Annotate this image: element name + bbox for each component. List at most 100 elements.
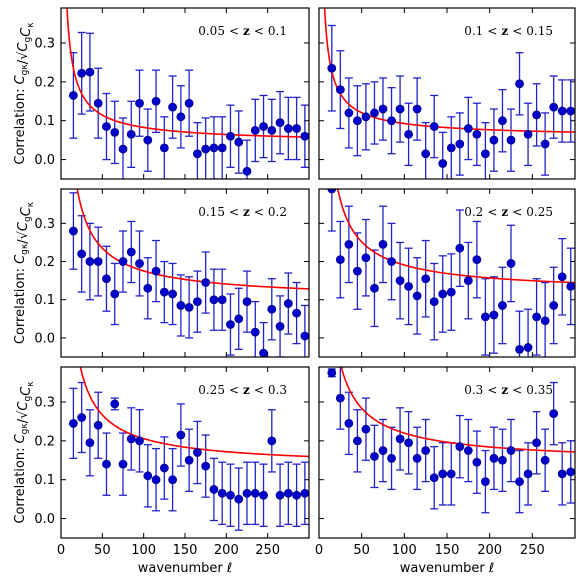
data-point <box>226 320 235 329</box>
data-point <box>126 434 136 444</box>
data-point <box>143 471 153 481</box>
data-point <box>300 131 309 141</box>
panel-label-part: 0.15 <box>526 24 553 38</box>
data-point <box>540 316 550 326</box>
data-point <box>69 91 78 100</box>
data-point <box>267 304 277 314</box>
y-tick-label: 0.0 <box>34 153 55 168</box>
panel-frame <box>318 7 576 180</box>
panel-frame <box>318 366 576 539</box>
panel-label-part: < <box>229 383 239 397</box>
panel-frame <box>60 366 310 539</box>
panel-6: 0 50 100 150 200 250 0.3 < z <0.35 wavenumber ℓ <box>315 366 576 576</box>
data-point <box>300 488 309 498</box>
y-axis-label-part: √ <box>16 410 31 419</box>
y-axis-label-part: √ <box>16 230 31 239</box>
plot-area <box>69 367 309 531</box>
data-point <box>69 418 78 428</box>
data-point <box>85 67 95 77</box>
y-tick-label: 0.2 <box>34 255 55 270</box>
y-tick-label: 0.3 <box>34 36 55 51</box>
data-point <box>110 289 120 299</box>
data-point <box>361 424 371 434</box>
data-point <box>192 297 202 307</box>
data-point <box>267 126 277 135</box>
data-point <box>327 368 337 378</box>
data-point <box>135 436 144 446</box>
data-point <box>387 257 396 266</box>
data-point <box>234 314 244 324</box>
data-point <box>404 129 414 139</box>
data-point <box>506 135 516 145</box>
data-point <box>259 490 268 500</box>
panel-label-part: z <box>243 24 250 38</box>
panel-label-part: 0.1 <box>464 24 483 38</box>
data-point <box>429 473 439 483</box>
data-point <box>506 259 516 268</box>
panel-label-part: < <box>512 205 522 219</box>
data-point <box>480 312 490 322</box>
y-tick-label: 0.2 <box>34 434 55 449</box>
data-point <box>370 108 379 118</box>
y-axis-label-part: C <box>19 386 34 396</box>
data-point <box>226 490 235 500</box>
panel-label-part: < <box>512 24 522 38</box>
data-point <box>283 488 293 498</box>
y-axis-label-part: g <box>23 37 33 43</box>
data-point <box>404 281 414 291</box>
data-point <box>395 434 405 444</box>
y-tick-label: 0.1 <box>34 293 55 308</box>
y-axis-label: Correlation: Cgκ/√CgCκ <box>13 22 36 165</box>
data-point <box>463 124 473 133</box>
data-point <box>102 122 111 131</box>
model-curve <box>323 8 575 133</box>
panel-5: 0.0 0.1 0.2 0.3 0 50 100 150 200 250 0.25 < z <0.3 Cor… <box>13 366 310 576</box>
data-point <box>395 104 405 114</box>
y-axis-label-part: C <box>16 401 31 411</box>
data-point <box>455 243 465 253</box>
data-point <box>102 459 111 469</box>
plot-area <box>327 367 575 514</box>
data-point <box>283 124 293 133</box>
y-tick-label: 0.2 <box>34 75 55 90</box>
x-tick-label: 50 <box>94 543 111 558</box>
data-point <box>361 112 371 122</box>
panel-label-part: z <box>243 383 250 397</box>
data-point <box>77 68 87 78</box>
data-point <box>352 116 362 126</box>
data-point <box>168 289 178 299</box>
y-tick-label: 0.3 <box>34 217 55 232</box>
x-tick-label: 100 <box>392 543 417 558</box>
data-point <box>275 490 285 500</box>
y-axis-label: Correlation: Cgκ/√CgCκ <box>13 201 36 344</box>
data-point <box>184 455 194 465</box>
x-tick-label: 0 <box>57 543 65 558</box>
panel-label-part: < <box>487 383 497 397</box>
data-point <box>438 469 448 479</box>
data-point <box>209 485 219 494</box>
data-point <box>292 490 302 500</box>
x-tick-label: 0 <box>315 543 323 558</box>
data-point <box>498 116 507 126</box>
data-point <box>192 149 202 159</box>
data-point <box>480 149 490 159</box>
data-point <box>69 226 78 236</box>
data-point <box>267 436 277 446</box>
panel-label-part: z <box>243 205 250 219</box>
data-point <box>387 116 396 126</box>
model-curve <box>336 189 575 284</box>
panel-label-part: 0.3 <box>464 383 483 397</box>
data-point <box>151 475 161 485</box>
data-point <box>421 446 431 455</box>
x-tick-label: 100 <box>131 543 156 558</box>
data-point <box>335 85 345 95</box>
data-point <box>549 409 559 419</box>
data-point <box>250 327 260 337</box>
data-point <box>438 159 448 168</box>
data-point <box>118 459 128 469</box>
data-point <box>259 122 268 131</box>
data-point <box>259 348 268 357</box>
data-point <box>300 331 309 341</box>
data-point <box>352 436 362 446</box>
